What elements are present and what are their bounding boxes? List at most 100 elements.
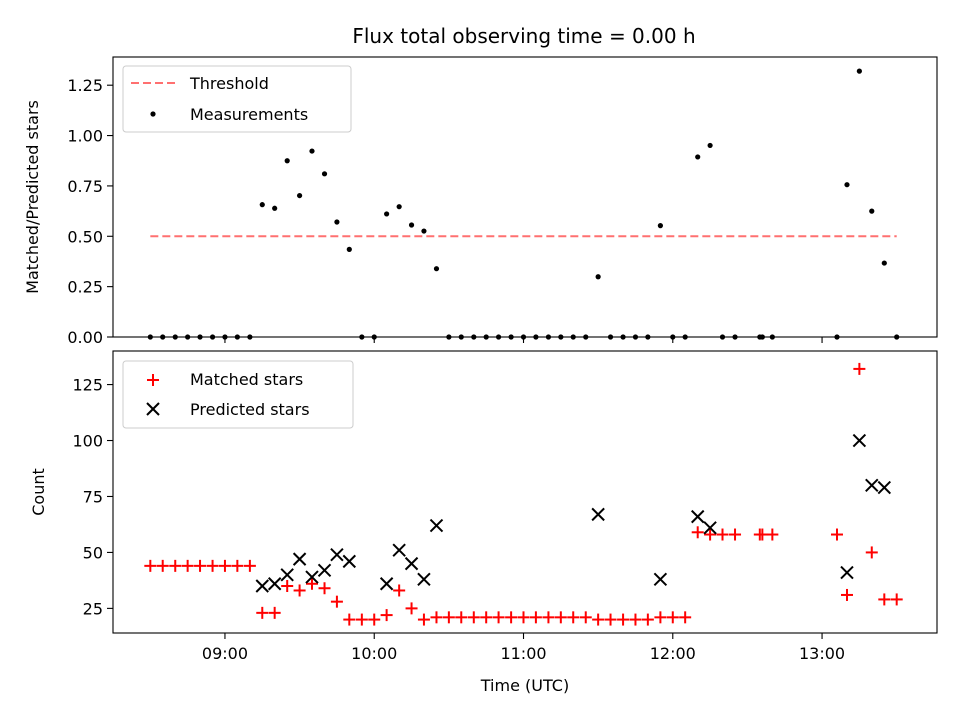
x-marker-b (852, 433, 867, 448)
matched-star-point (492, 611, 505, 624)
matched-star-point (604, 613, 617, 626)
top-panel: 0.00 0.25 0.50 0.75 1.00 1.25 Matched/Predict… (23, 56, 938, 347)
matched-star-point (405, 602, 418, 615)
top-legend-box (122, 65, 352, 133)
bottom-legend-matched-swatch (147, 374, 159, 386)
predicted-star-point (840, 565, 854, 580)
measurement-point (881, 260, 887, 266)
predicted-star-point (305, 570, 319, 584)
matched-star-point (542, 611, 555, 624)
x-marker-b (330, 547, 344, 562)
matched-star-point (865, 546, 878, 559)
matched-star-point (368, 613, 381, 626)
matched-star-point (318, 582, 331, 595)
matched-star-point (293, 584, 306, 597)
predicted-star-point (317, 563, 332, 578)
x-marker-b (591, 507, 605, 522)
bottom-legend-matched-label: Matched stars (190, 370, 303, 389)
bottom-x-tick-label: 11:00 (500, 644, 546, 663)
measurement-point (334, 219, 340, 225)
predicted-star-point (267, 577, 282, 591)
x-marker-b (342, 554, 357, 569)
x-marker-b (840, 565, 854, 580)
matched-star-point (579, 611, 592, 624)
matched-star-point (567, 611, 580, 624)
predicted-star-point (280, 568, 294, 582)
bottom-x-ticks: 09:00 10:00 11:00 12:00 13:00 (202, 633, 845, 663)
x-marker-b (429, 518, 444, 533)
matched-star-point (156, 559, 169, 572)
matched-star-point (529, 611, 542, 624)
matched-star-point (206, 559, 219, 572)
x-marker-b (417, 572, 431, 586)
measurement-point (309, 148, 315, 154)
top-y-tick-label: 0.50 (67, 227, 103, 246)
bottom-series-marks (144, 362, 903, 626)
measurement-point (657, 223, 663, 229)
matched-star-point (169, 559, 182, 572)
bottom-y-axis-title: Count (29, 468, 48, 516)
matched-star-point (268, 606, 281, 619)
predicted-star-point (877, 480, 892, 495)
matched-star-point (393, 584, 406, 597)
matched-star-point (830, 528, 843, 541)
measurement-point (321, 171, 328, 177)
bottom-x-tick-label: 09:00 (202, 644, 248, 663)
top-y-tick-label: 1.00 (67, 127, 103, 146)
matched-star-point (380, 609, 393, 622)
matched-star-point (505, 611, 518, 624)
bottom-x-tick-label: 13:00 (799, 644, 845, 663)
x-marker-b (404, 556, 419, 571)
x-marker-b (305, 570, 319, 584)
matched-star-point (766, 528, 779, 541)
measurement-point (707, 142, 713, 149)
matched-star-point (305, 577, 318, 590)
chart-title: Flux total observing time = 0.00 h (352, 24, 695, 48)
predicted-star-point (255, 579, 269, 593)
predicted-star-point (417, 572, 431, 586)
predicted-star-point (852, 433, 867, 448)
measurement-point (433, 266, 440, 272)
bottom-panel: 25 50 75 100 125 09:00 10:00 11:00 12:00 13:00 C… (29, 350, 938, 695)
matched-star-point (517, 611, 530, 624)
matched-star-point (417, 613, 430, 626)
matched-star-point (430, 611, 443, 624)
measurement-point (408, 222, 415, 228)
matched-star-point (691, 526, 704, 539)
matched-star-point (281, 580, 294, 592)
predicted-star-point (404, 556, 419, 571)
top-panel-frame (112, 56, 938, 338)
bottom-panel-frame (112, 350, 938, 634)
matched-star-point (231, 559, 244, 572)
matched-star-point (218, 559, 231, 572)
matched-star-point (442, 611, 455, 624)
matched-star-point (194, 559, 207, 572)
matched-star-point (654, 611, 667, 624)
bottom-legend: Matched stars Predicted stars (122, 360, 354, 429)
matched-star-point (756, 528, 769, 541)
top-x-ticks (224, 337, 823, 343)
matched-star-point (641, 613, 654, 626)
top-legend: Threshold Measurements (122, 65, 352, 133)
top-measurement-marks (147, 68, 900, 340)
bottom-x-tick-label: 12:00 (650, 644, 696, 663)
measurement-point (284, 158, 290, 164)
bottom-y-tick-label: 25 (83, 599, 103, 618)
top-legend-measurements-swatch (150, 111, 156, 117)
predicted-star-point (379, 577, 394, 591)
top-y-tick-label: 0.25 (67, 278, 103, 297)
matched-star-point (256, 606, 269, 619)
top-y-tick-label: 0.75 (67, 177, 103, 196)
measurement-point (296, 192, 303, 199)
bottom-legend-predicted-label: Predicted stars (190, 400, 310, 419)
x-marker-b (865, 478, 879, 492)
x-marker-b (392, 543, 406, 557)
bottom-y-tick-label: 100 (72, 432, 103, 451)
matched-star-point (840, 588, 853, 601)
measurement-point (856, 68, 862, 74)
measurement-point (272, 205, 278, 211)
matched-star-point (629, 613, 642, 626)
bottom-y-tick-label: 125 (72, 376, 103, 395)
matched-star-point (181, 559, 194, 572)
